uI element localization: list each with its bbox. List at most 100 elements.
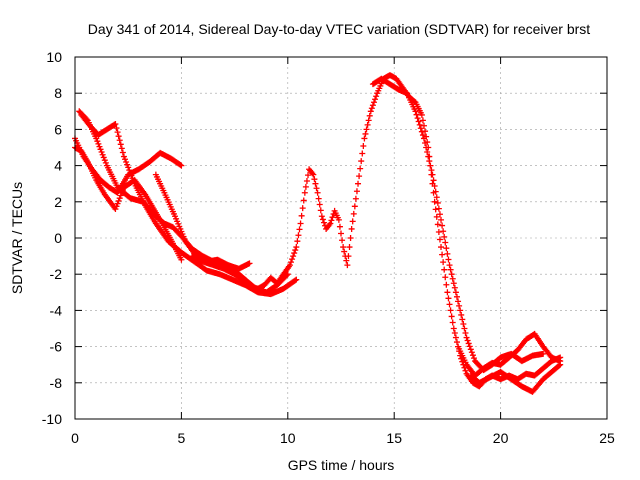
data-point [464,337,471,344]
data-point [319,216,326,223]
data-point [178,162,185,169]
data-point [432,206,439,213]
y-tick-label: 4 [54,158,62,174]
data-point [301,189,308,196]
x-tick-label: 25 [599,430,615,446]
data-point [440,228,447,235]
chart-title: Day 341 of 2014, Sidereal Day-to-day VTE… [88,21,590,37]
data-point [115,197,122,204]
data-point [292,277,299,284]
data-point [423,144,430,151]
data-point [289,256,296,263]
data-point [364,121,371,128]
x-tick-label: 0 [71,430,79,446]
data-point [373,93,380,100]
data-point [97,146,104,153]
data-point [351,203,358,210]
data-point [345,253,352,260]
data-point [327,220,334,227]
data-point [120,153,127,160]
data-point [130,177,137,184]
data-point [368,105,375,112]
data-point [463,334,470,341]
data-point [349,218,356,225]
data-point [443,245,450,252]
data-point [355,180,362,187]
data-point [439,251,446,258]
data-point [452,334,459,341]
data-point [419,117,426,124]
data-point [299,205,306,212]
data-point [118,145,125,152]
data-point [100,154,107,161]
data-point [99,151,106,158]
data-point [359,150,366,157]
data-point [432,188,439,195]
data-point [431,182,438,189]
data-points [72,72,564,395]
data-point [369,102,376,109]
data-point [128,172,135,179]
data-point [363,126,370,133]
data-point [95,140,102,147]
data-point [111,121,118,128]
data-point [427,162,434,169]
y-tick-label: 2 [54,194,62,210]
grid-lines [75,57,607,419]
data-point [411,98,418,105]
data-point [290,253,297,260]
data-point [114,129,121,136]
data-point [435,228,442,235]
data-point [328,217,335,224]
data-point [445,256,452,263]
data-point [116,195,123,202]
data-point [305,172,312,179]
data-point [311,176,318,183]
data-point [314,189,321,196]
data-point [318,213,325,220]
data-point [418,111,425,118]
data-point [422,139,429,146]
data-point [336,223,343,230]
data-point [455,298,462,305]
data-point [540,350,547,357]
data-point [443,281,450,288]
data-point [448,271,455,278]
data-point [450,325,457,332]
data-point [329,214,336,221]
data-point [469,352,476,359]
data-point [428,167,435,174]
data-point [101,157,108,164]
data-point [303,177,310,184]
data-point [346,244,353,251]
data-point [438,216,445,223]
data-point [430,177,437,184]
data-point [293,244,300,251]
data-point [125,164,132,171]
data-point [116,137,123,144]
data-point [438,244,445,251]
data-point [353,188,360,195]
data-point [339,237,346,244]
data-point [291,250,298,257]
data-point [446,262,453,269]
data-point [556,362,563,369]
data-point [444,289,451,296]
data-point [295,232,302,239]
data-point [417,125,424,132]
y-tick-label: -4 [50,302,63,318]
series-trace-g [455,330,564,379]
data-point [412,108,419,115]
data-point [294,238,301,245]
data-point [436,236,443,243]
data-point [297,220,304,227]
data-point [420,135,427,142]
data-point [360,142,367,149]
data-point [451,284,458,291]
data-point [433,213,440,220]
data-point [357,165,364,172]
data-point [114,200,121,207]
data-point [315,195,322,202]
data-point [461,325,468,332]
